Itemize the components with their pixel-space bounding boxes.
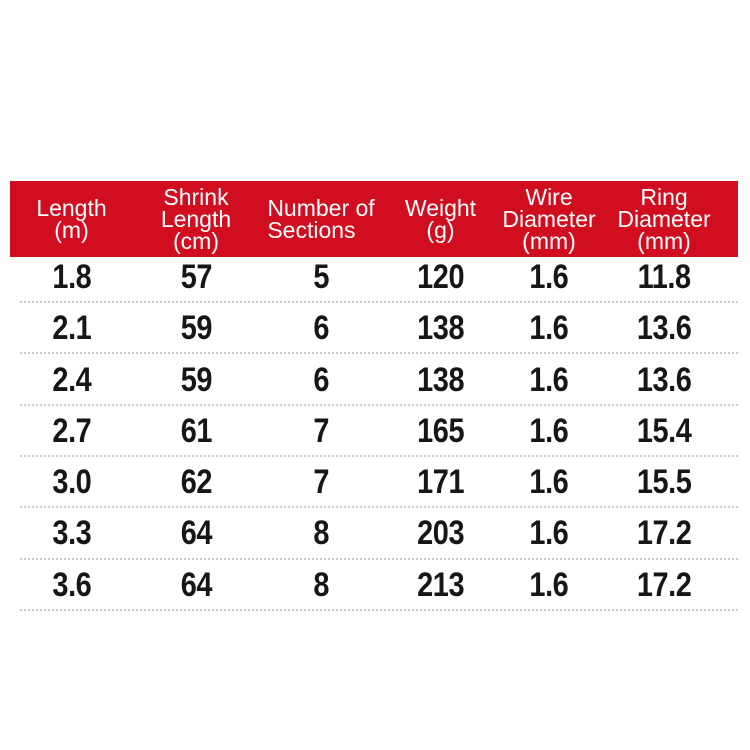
- table-cell: 1.6: [529, 257, 569, 296]
- table-cell: 171: [417, 463, 464, 502]
- table-cell: 8: [313, 565, 329, 604]
- header-cell-length: Length (m): [10, 181, 133, 257]
- header-cell-wire-diameter: Wire Diameter (mm): [498, 181, 600, 257]
- table-cell: 8: [313, 514, 329, 553]
- table-cell: 6: [313, 309, 329, 348]
- table-cell: 138: [417, 309, 464, 348]
- table-row: 3.3 64 8 203 1.6 17.2: [10, 508, 738, 560]
- table-cell: 138: [417, 360, 464, 399]
- table-cell: 64: [180, 514, 212, 553]
- table-cell: 7: [313, 411, 329, 450]
- table-cell: 11.8: [637, 257, 691, 296]
- table-cell: 3.0: [52, 463, 91, 502]
- table-cell: 13.6: [636, 309, 692, 348]
- table-cell: 1.6: [529, 565, 569, 604]
- header-label: Ring Diameter (mm): [617, 184, 711, 254]
- table-row: 2.7 61 7 165 1.6 15.4: [10, 406, 738, 458]
- header-cell-shrink-length: Shrink Length (cm): [133, 181, 259, 257]
- table-cell: 1.6: [529, 360, 569, 399]
- header-cell-ring-diameter: Ring Diameter (mm): [600, 181, 738, 257]
- table-cell: 57: [180, 257, 212, 296]
- table-cell: 64: [180, 565, 212, 604]
- table-cell: 120: [417, 257, 464, 296]
- table-header: Length (m) Shrink Length (cm) Number of …: [10, 181, 738, 257]
- table-cell: 61: [180, 411, 212, 450]
- table-cell: 5: [313, 257, 329, 296]
- header-cell-weight: Weight (g): [383, 181, 498, 257]
- table-row: 3.0 62 7 171 1.6 15.5: [10, 457, 738, 509]
- table-cell: 213: [417, 565, 464, 604]
- table-row: 3.6 64 8 213 1.6 17.2: [10, 560, 738, 612]
- table-cell: 1.8: [52, 257, 91, 296]
- table-body: 1.8 57 5 120 1.6 11.8 2.1 59 6 138 1.6 1…: [10, 252, 738, 612]
- table-cell: 1.6: [529, 463, 569, 502]
- table-cell: 3.6: [52, 565, 91, 604]
- header-label: Shrink Length (cm): [160, 184, 232, 254]
- table-cell: 1.6: [529, 411, 569, 450]
- header-cell-number-of-sections: Number of Sections: [259, 181, 383, 257]
- table-cell: 62: [180, 463, 212, 502]
- table-cell: 203: [417, 514, 464, 553]
- table-cell: 3.3: [52, 514, 91, 553]
- table-row: 1.8 57 5 120 1.6 11.8: [10, 252, 738, 304]
- table-cell: 2.1: [52, 309, 91, 348]
- table-cell: 1.6: [529, 514, 569, 553]
- header-label: Number of Sections: [267, 195, 375, 243]
- table-cell: 13.6: [636, 360, 692, 399]
- table-cell: 7: [313, 463, 329, 502]
- table-cell: 59: [180, 309, 212, 348]
- table-row: 2.4 59 6 138 1.6 13.6: [10, 354, 738, 407]
- table-cell: 17.2: [636, 514, 692, 553]
- table-cell: 17.2: [636, 565, 692, 604]
- header-label: Weight (g): [404, 195, 477, 243]
- table-cell: 15.5: [636, 463, 692, 502]
- table-cell: 59: [180, 360, 212, 399]
- table-cell: 165: [417, 411, 464, 450]
- table-cell: 2.4: [52, 360, 91, 399]
- table-cell: 6: [313, 360, 329, 399]
- header-label: Wire Diameter (mm): [502, 184, 596, 254]
- table-cell: 15.4: [636, 411, 692, 450]
- header-label: Length (m): [36, 195, 107, 243]
- table-cell: 1.6: [529, 309, 569, 348]
- table-row: 2.1 59 6 138 1.6 13.6: [10, 303, 738, 355]
- table-cell: 2.7: [52, 411, 91, 450]
